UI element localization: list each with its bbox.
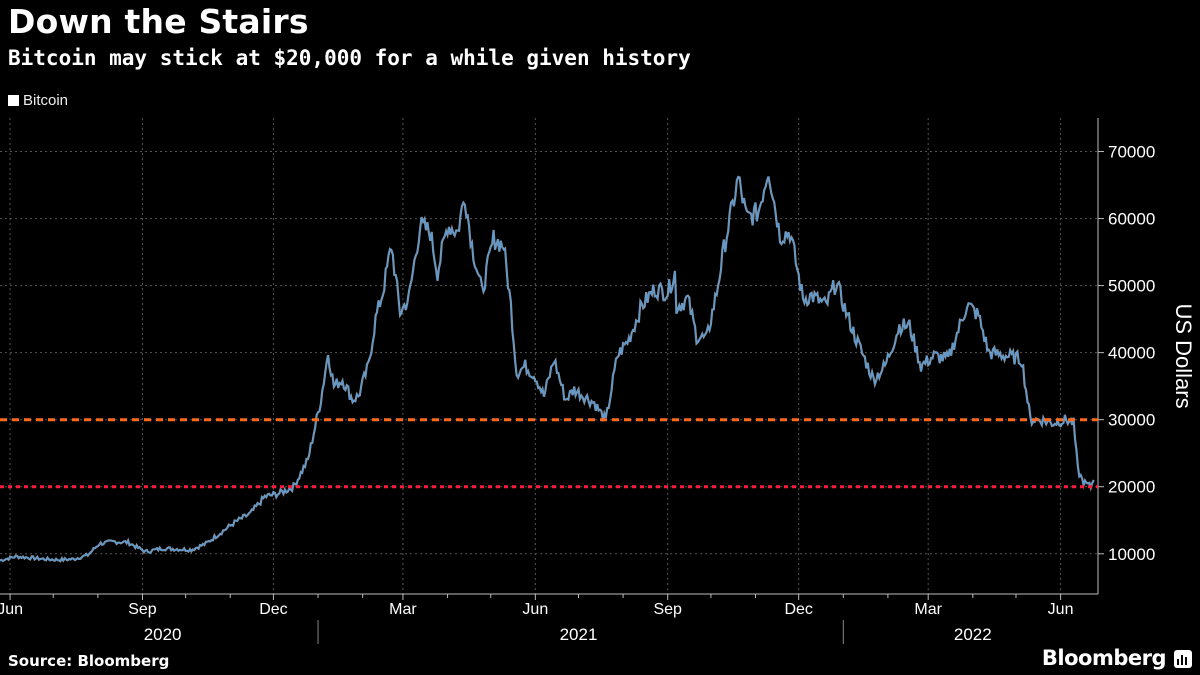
bitcoin-line (0, 176, 1095, 563)
y-axis-title: US Dollars (1171, 303, 1196, 408)
y-tick-label: 60000 (1108, 210, 1155, 229)
chart-title: Down the Stairs (8, 2, 309, 41)
source-note: Source: Bloomberg (8, 652, 170, 670)
bitcoin-line-highlight (0, 175, 1095, 563)
x-tick-label: Jun (1048, 601, 1074, 618)
x-year-label: 2020 (144, 625, 182, 644)
chart-subtitle: Bitcoin may stick at $20,000 for a while… (8, 46, 691, 70)
x-tick-label: Dec (259, 601, 287, 618)
x-year-label: 2021 (560, 625, 598, 644)
y-tick-label: 30000 (1108, 411, 1155, 430)
bloomberg-terminal-icon (1174, 650, 1192, 668)
x-year-label: 2022 (954, 625, 992, 644)
brand-wordmark: Bloomberg (1041, 646, 1167, 670)
x-tick-label: Sep (128, 601, 157, 618)
x-tick-label: Jun (0, 601, 23, 618)
x-tick-label: Jun (522, 601, 548, 618)
legend: Bitcoin (8, 92, 68, 109)
y-tick-label: 10000 (1108, 545, 1155, 564)
legend-label-bitcoin: Bitcoin (23, 92, 69, 109)
x-tick-label: Mar (389, 601, 417, 618)
x-tick-label: Sep (653, 601, 682, 618)
y-tick-label: 50000 (1108, 277, 1155, 296)
y-tick-label: 40000 (1108, 344, 1155, 363)
legend-swatch (8, 95, 19, 106)
y-tick-label: 70000 (1108, 143, 1155, 162)
x-tick-label: Dec (784, 601, 812, 618)
x-tick-label: Mar (914, 601, 942, 618)
y-tick-label: 20000 (1108, 478, 1155, 497)
